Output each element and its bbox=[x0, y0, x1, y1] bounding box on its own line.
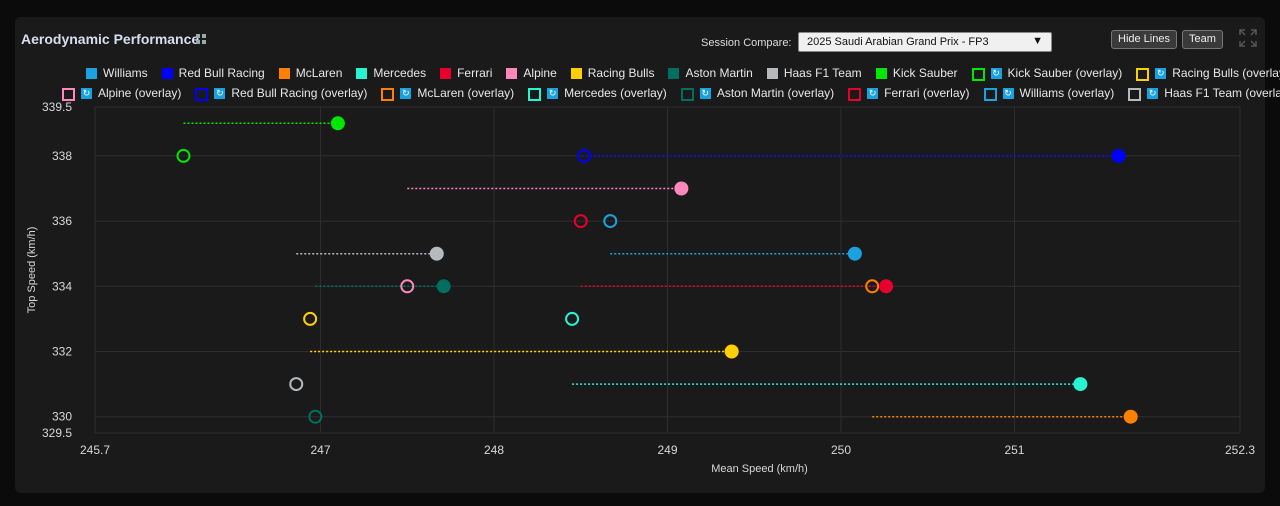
y-tick-label: 336 bbox=[52, 214, 72, 228]
y-tick-label: 332 bbox=[52, 345, 72, 359]
legend-swatch-outline bbox=[971, 68, 985, 81]
hide-lines-button[interactable]: Hide Lines bbox=[1111, 30, 1177, 49]
data-point bbox=[724, 344, 739, 359]
legend-label: Racing Bulls (overlay) bbox=[1172, 66, 1280, 80]
legend-swatch-outline bbox=[381, 88, 395, 101]
data-point bbox=[1111, 148, 1126, 163]
legend-swatch-outline bbox=[1128, 88, 1142, 101]
y-tick-label: 330 bbox=[52, 410, 72, 424]
x-tick-label: 248 bbox=[484, 443, 504, 457]
overlay-point bbox=[603, 214, 618, 229]
fullscreen-icon[interactable] bbox=[1239, 29, 1257, 47]
legend-swatch bbox=[161, 68, 173, 79]
overlay-sync-icon: ↻ bbox=[1155, 68, 1167, 79]
legend-swatch bbox=[570, 68, 582, 79]
legend-swatch-outline bbox=[1136, 68, 1150, 81]
y-tick-label: 329.5 bbox=[42, 426, 72, 440]
legend-swatch-outline bbox=[528, 88, 542, 101]
data-point bbox=[429, 246, 444, 261]
legend-label: Williams (overlay) bbox=[1019, 86, 1115, 100]
session-compare-value: 2025 Saudi Arabian Grand Prix - FP3 bbox=[807, 36, 989, 48]
legend-swatch bbox=[278, 68, 290, 79]
legend-swatch-outline bbox=[983, 88, 997, 101]
legend-swatch-outline bbox=[195, 88, 209, 101]
legend-label: Kick Sauber (overlay) bbox=[1007, 66, 1123, 80]
data-point bbox=[879, 279, 894, 294]
session-compare-select[interactable]: 2025 Saudi Arabian Grand Prix - FP3 ▼ bbox=[798, 32, 1052, 52]
data-point bbox=[1123, 409, 1138, 424]
overlay-sync-icon: ↻ bbox=[214, 88, 226, 99]
overlay-point bbox=[865, 279, 880, 294]
overlay-sync-icon: ↻ bbox=[1002, 88, 1014, 99]
chevron-down-icon: ▼ bbox=[1032, 35, 1043, 47]
team-button[interactable]: Team bbox=[1182, 30, 1223, 49]
y-tick-label: 334 bbox=[52, 279, 72, 293]
data-point bbox=[436, 279, 451, 294]
y-tick-label: 339.5 bbox=[42, 100, 72, 114]
legend-swatch-outline bbox=[848, 88, 862, 101]
legend-swatch bbox=[356, 68, 368, 79]
chart-legend: Williams Red Bull Racing McLaren Mercedes Fe… bbox=[0, 0, 1280, 110]
legend-label: Aston Martin (overlay) bbox=[716, 86, 835, 100]
legend-label: McLaren bbox=[295, 66, 343, 80]
drag-grid-icon[interactable] bbox=[196, 34, 206, 44]
legend-label: Ferrari bbox=[457, 66, 493, 80]
overlay-sync-icon: ↻ bbox=[547, 88, 559, 99]
x-tick-label: 251 bbox=[1004, 443, 1024, 457]
legend-label: Red Bull Racing (overlay) bbox=[231, 86, 368, 100]
legend-swatch bbox=[875, 68, 887, 79]
legend-label: Aston Martin bbox=[685, 66, 753, 80]
data-point bbox=[330, 116, 345, 131]
legend-label: Haas F1 Team bbox=[783, 66, 862, 80]
y-axis-label: Top Speed (km/h) bbox=[26, 227, 38, 314]
y-tick-label: 338 bbox=[52, 149, 72, 163]
data-point bbox=[847, 246, 862, 261]
session-compare-label: Session Compare: bbox=[701, 37, 792, 49]
x-axis-label: Mean Speed (km/h) bbox=[711, 463, 808, 475]
legend-swatch bbox=[766, 68, 778, 79]
x-tick-label: 245.7 bbox=[80, 443, 110, 457]
legend-label: Ferrari (overlay) bbox=[884, 86, 970, 100]
legend-label: Racing Bulls bbox=[587, 66, 655, 80]
legend-swatch bbox=[506, 68, 518, 79]
overlay-point bbox=[303, 311, 318, 326]
overlay-point bbox=[565, 311, 580, 326]
overlay-sync-icon: ↻ bbox=[81, 88, 92, 99]
legend-swatch-outline bbox=[680, 88, 694, 101]
overlay-point bbox=[289, 377, 304, 392]
legend-label: Mercedes (overlay) bbox=[564, 86, 667, 100]
data-point bbox=[1073, 377, 1088, 392]
legend-label: Red Bull Racing bbox=[178, 66, 265, 80]
legend-swatch bbox=[86, 68, 97, 79]
chart-title: Aerodynamic Performance bbox=[21, 31, 200, 47]
overlay-point bbox=[176, 148, 191, 163]
legend-label: Williams bbox=[103, 66, 148, 80]
overlay-sync-icon: ↻ bbox=[1147, 88, 1159, 99]
legend-label: Alpine bbox=[523, 66, 557, 80]
legend-label: McLaren (overlay) bbox=[417, 86, 515, 100]
overlay-point bbox=[400, 279, 415, 294]
legend-swatch bbox=[668, 68, 680, 79]
overlay-sync-icon: ↻ bbox=[990, 68, 1002, 79]
legend-swatch bbox=[440, 68, 452, 79]
overlay-sync-icon: ↻ bbox=[867, 88, 879, 99]
x-tick-label: 247 bbox=[311, 443, 331, 457]
legend-label: Alpine (overlay) bbox=[98, 86, 182, 100]
legend-label: Kick Sauber bbox=[892, 66, 958, 80]
data-point bbox=[674, 181, 689, 196]
legend-swatch-outline bbox=[62, 88, 75, 101]
overlay-sync-icon: ↻ bbox=[400, 88, 412, 99]
overlay-sync-icon: ↻ bbox=[699, 88, 711, 99]
overlay-point bbox=[577, 148, 592, 163]
x-tick-label: 249 bbox=[657, 443, 677, 457]
legend-label: Mercedes bbox=[373, 66, 427, 80]
x-tick-label: 252.3 bbox=[1225, 443, 1255, 457]
legend-label: Haas F1 Team (overlay) bbox=[1164, 86, 1280, 100]
overlay-point bbox=[308, 409, 323, 424]
x-tick-label: 250 bbox=[831, 443, 851, 457]
overlay-point bbox=[573, 214, 588, 229]
